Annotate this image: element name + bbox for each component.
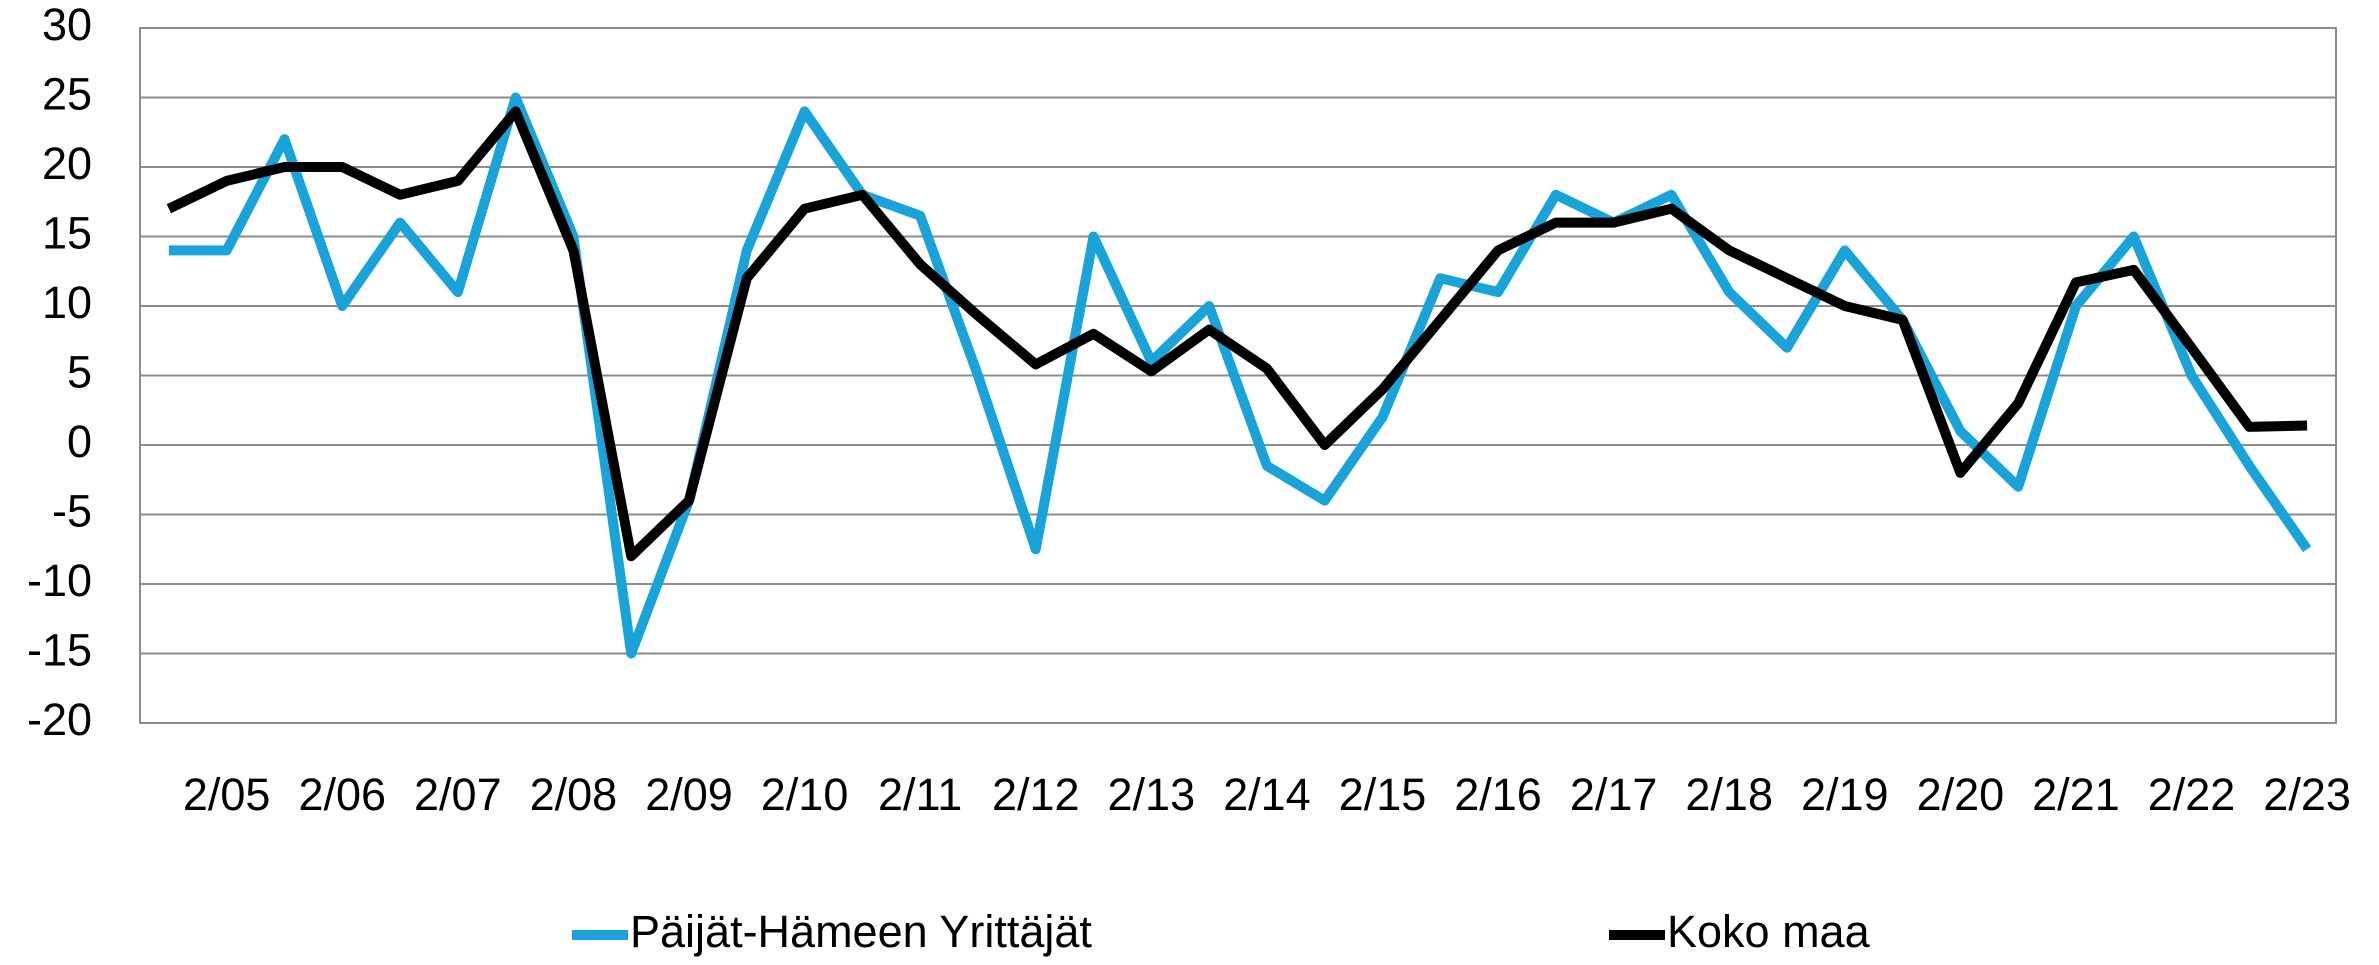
y-tick-label: -15 <box>27 624 92 675</box>
x-tick-label: 2/06 <box>298 769 386 820</box>
x-tick-label: 2/16 <box>1454 769 1542 820</box>
x-tick-label: 2/21 <box>2032 769 2120 820</box>
x-tick-label: 2/18 <box>1685 769 1773 820</box>
y-tick-label: 20 <box>42 138 92 189</box>
x-tick-label: 2/08 <box>530 769 618 820</box>
plot-border <box>139 27 2337 724</box>
x-tick-label: 2/09 <box>645 769 733 820</box>
y-tick-label: 10 <box>42 277 92 328</box>
x-tick-label: 2/13 <box>1108 769 1196 820</box>
x-tick-label: 2/11 <box>878 769 962 820</box>
x-tick-label: 2/23 <box>2263 769 2351 820</box>
y-tick-label: -20 <box>27 694 92 745</box>
x-tick-label: 2/22 <box>2148 769 2236 820</box>
y-tick-label: 15 <box>42 207 92 258</box>
legend-label: Koko maa <box>1667 906 1871 957</box>
legend-label: Päijät-Hämeen Yrittäjät <box>630 906 1092 957</box>
y-tick-label: -5 <box>52 485 92 536</box>
y-tick-label: 5 <box>67 346 92 397</box>
x-tick-label: 2/19 <box>1801 769 1889 820</box>
x-tick-label: 2/17 <box>1570 769 1658 820</box>
y-tick-label: 25 <box>42 68 92 119</box>
y-tick-label: 30 <box>42 0 92 50</box>
x-tick-label: 2/12 <box>992 769 1080 820</box>
y-tick-label: -10 <box>27 555 92 606</box>
line-series <box>166 106 2308 562</box>
x-tick-label: 2/07 <box>414 769 502 820</box>
x-tick-label: 2/05 <box>183 769 271 820</box>
line-series <box>168 92 2312 659</box>
x-tick-label: 2/14 <box>1223 769 1311 820</box>
x-tick-label: 2/15 <box>1339 769 1427 820</box>
x-tick-label: 2/20 <box>1917 769 2005 820</box>
y-tick-label: 0 <box>67 416 92 467</box>
x-tick-label: 2/10 <box>761 769 849 820</box>
